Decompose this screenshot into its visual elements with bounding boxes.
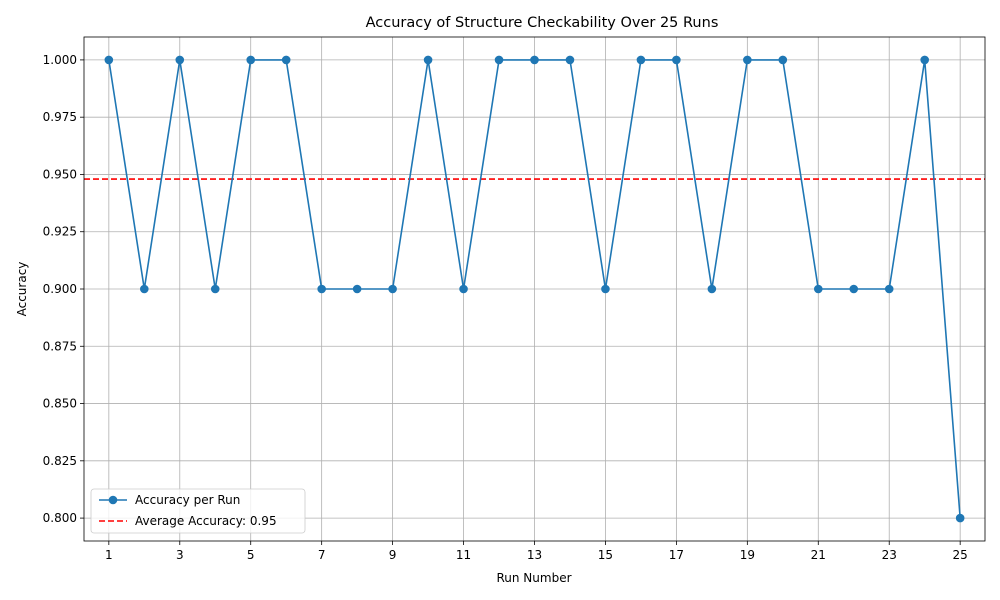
x-tick-label: 17 bbox=[669, 548, 684, 562]
data-point bbox=[175, 55, 185, 65]
data-point bbox=[210, 284, 220, 294]
data-point bbox=[672, 55, 681, 65]
x-tick-label: 9 bbox=[389, 548, 397, 562]
x-tick-label: 21 bbox=[811, 548, 826, 562]
data-point bbox=[246, 55, 256, 65]
x-axis-label: Run Number bbox=[496, 571, 571, 585]
x-tick-label: 13 bbox=[527, 548, 542, 562]
x-tick-label: 3 bbox=[176, 548, 184, 562]
y-tick-label: 0.975 bbox=[43, 110, 77, 124]
data-point bbox=[104, 55, 114, 65]
grid-layer bbox=[84, 37, 985, 541]
data-point bbox=[530, 55, 539, 65]
legend-series-label: Accuracy per Run bbox=[135, 493, 240, 507]
y-tick-label: 0.950 bbox=[43, 167, 77, 181]
legend: Accuracy per Run Average Accuracy: 0.95 bbox=[90, 488, 306, 534]
legend-average-label: Average Accuracy: 0.95 bbox=[135, 514, 277, 528]
data-point bbox=[423, 55, 433, 65]
x-tick-label: 23 bbox=[882, 548, 897, 562]
data-point bbox=[388, 284, 397, 294]
data-point bbox=[743, 55, 752, 65]
y-tick-label: 0.850 bbox=[43, 397, 77, 411]
data-point bbox=[494, 55, 504, 65]
chart-title: Accuracy of Structure Checkability Over … bbox=[366, 15, 719, 31]
x-tick-label: 19 bbox=[740, 548, 755, 562]
series-layer bbox=[104, 55, 965, 523]
data-point bbox=[778, 55, 788, 65]
data-point bbox=[281, 55, 291, 65]
data-point bbox=[884, 284, 894, 294]
data-point bbox=[813, 284, 823, 294]
data-point bbox=[140, 284, 149, 294]
x-tick-label: 1 bbox=[105, 548, 113, 562]
y-tick-label: 1.000 bbox=[43, 53, 77, 67]
x-tick-label: 7 bbox=[318, 548, 326, 562]
data-point bbox=[565, 55, 575, 65]
data-point bbox=[955, 513, 965, 523]
x-tick-label: 5 bbox=[247, 548, 255, 562]
data-point bbox=[707, 284, 717, 294]
data-point bbox=[601, 284, 610, 294]
y-tick-label: 0.875 bbox=[43, 339, 77, 353]
axis-layer: 1 3 5 7 9 11 13 15 17 19 21 23 250.8000.8250.8500.87… bbox=[43, 53, 968, 562]
y-tick-label: 0.800 bbox=[43, 511, 77, 525]
legend-series-marker bbox=[108, 495, 118, 505]
legend-box bbox=[90, 488, 306, 534]
data-point bbox=[849, 284, 859, 294]
x-tick-label: 15 bbox=[598, 548, 613, 562]
data-point bbox=[459, 284, 468, 294]
data-point bbox=[920, 55, 929, 65]
y-axis-label: Accuracy bbox=[15, 262, 29, 317]
data-point bbox=[636, 55, 646, 65]
y-tick-label: 0.900 bbox=[43, 282, 77, 296]
y-tick-label: 0.825 bbox=[43, 454, 77, 468]
data-point bbox=[352, 284, 362, 294]
x-tick-label: 25 bbox=[953, 548, 968, 562]
y-tick-label: 0.925 bbox=[43, 225, 77, 239]
data-point bbox=[317, 284, 326, 294]
x-tick-label: 11 bbox=[456, 548, 471, 562]
